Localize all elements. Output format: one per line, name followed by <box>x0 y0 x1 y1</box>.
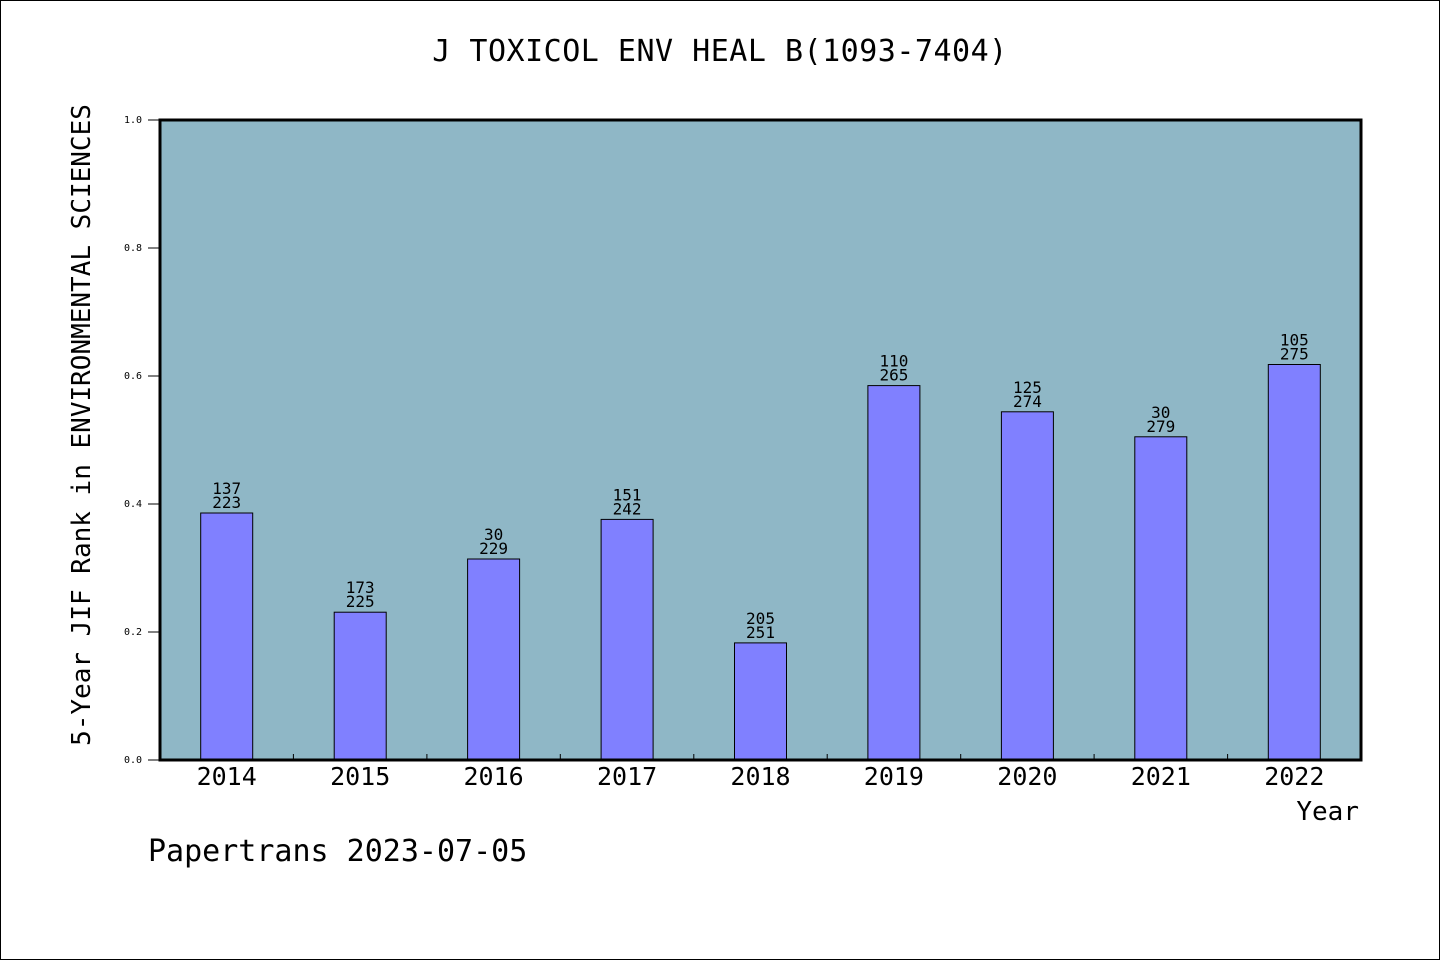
bar-rank-label: 173 <box>346 578 375 597</box>
bars-layer <box>200 364 1321 761</box>
x-axis-title: Year <box>1296 797 1359 827</box>
bar-2022 <box>1267 364 1321 761</box>
bar-total-label: 229 <box>479 539 508 558</box>
x-tick-label: 2022 <box>1264 762 1324 791</box>
bar-total-label: 242 <box>613 499 642 518</box>
chart-title: J TOXICOL ENV HEAL B(1093-7404) <box>432 34 1008 69</box>
bar-total-label: 274 <box>1013 392 1042 411</box>
bar-2015 <box>333 611 387 761</box>
x-tick-label: 2020 <box>997 762 1057 791</box>
bar-rank-label: 110 <box>879 352 908 371</box>
x-tick-label: 2019 <box>864 762 924 791</box>
x-tick-label: 2018 <box>730 762 790 791</box>
y-axis-title: 5-Year JIF Rank in ENVIRONMENTAL SCIENCE… <box>67 104 97 746</box>
bar-rank-label: 137 <box>212 479 241 498</box>
bar-total-label: 223 <box>212 493 241 512</box>
x-axis: 2014 2015 2016 2017 2018 2019 2020 2021 2022 <box>197 754 1324 791</box>
data-labels-layer: 1372231732253022915124220525111026512527… <box>212 331 1309 642</box>
y-tick-label: 0.8 <box>124 243 142 254</box>
x-tick-label: 2014 <box>197 762 257 791</box>
x-tick-label: 2021 <box>1131 762 1191 791</box>
bar-rank-label: 205 <box>746 609 775 628</box>
bar-total-label: 251 <box>746 623 775 642</box>
bar-2019 <box>867 385 921 761</box>
bar-total-label: 279 <box>1146 417 1175 436</box>
y-tick-label: 0.4 <box>124 499 142 510</box>
bar-rank-label: 125 <box>1013 378 1042 397</box>
footer-credit: Papertrans 2023-07-05 <box>148 834 528 869</box>
bar-total-label: 265 <box>879 366 908 385</box>
x-tick-label: 2017 <box>597 762 657 791</box>
x-tick-label: 2016 <box>463 762 523 791</box>
plot-border <box>158 118 1363 762</box>
bar-total-label: 275 <box>1280 345 1309 364</box>
bar-total-label: 225 <box>346 592 375 611</box>
bar-2018 <box>734 642 787 761</box>
y-axis: 0.0 0.2 0.4 0.6 0.8 1.0 <box>124 115 160 766</box>
y-tick-label: 0.0 <box>124 755 142 766</box>
bar-2014 <box>200 512 254 761</box>
bar-rank-label: 30 <box>484 525 503 544</box>
bar-rank-label: 105 <box>1280 331 1309 350</box>
y-tick-label: 0.2 <box>124 627 142 638</box>
bar-2020 <box>1000 411 1054 761</box>
y-tick-label: 1.0 <box>124 115 142 126</box>
y-tick-label: 0.6 <box>124 371 142 382</box>
bar-rank-label: 151 <box>613 485 642 504</box>
bar-rank-label: 30 <box>1151 403 1170 422</box>
bar-2017 <box>600 518 654 761</box>
bar-2016 <box>467 558 521 761</box>
x-tick-label: 2015 <box>330 762 390 791</box>
bar-2021 <box>1134 436 1188 761</box>
